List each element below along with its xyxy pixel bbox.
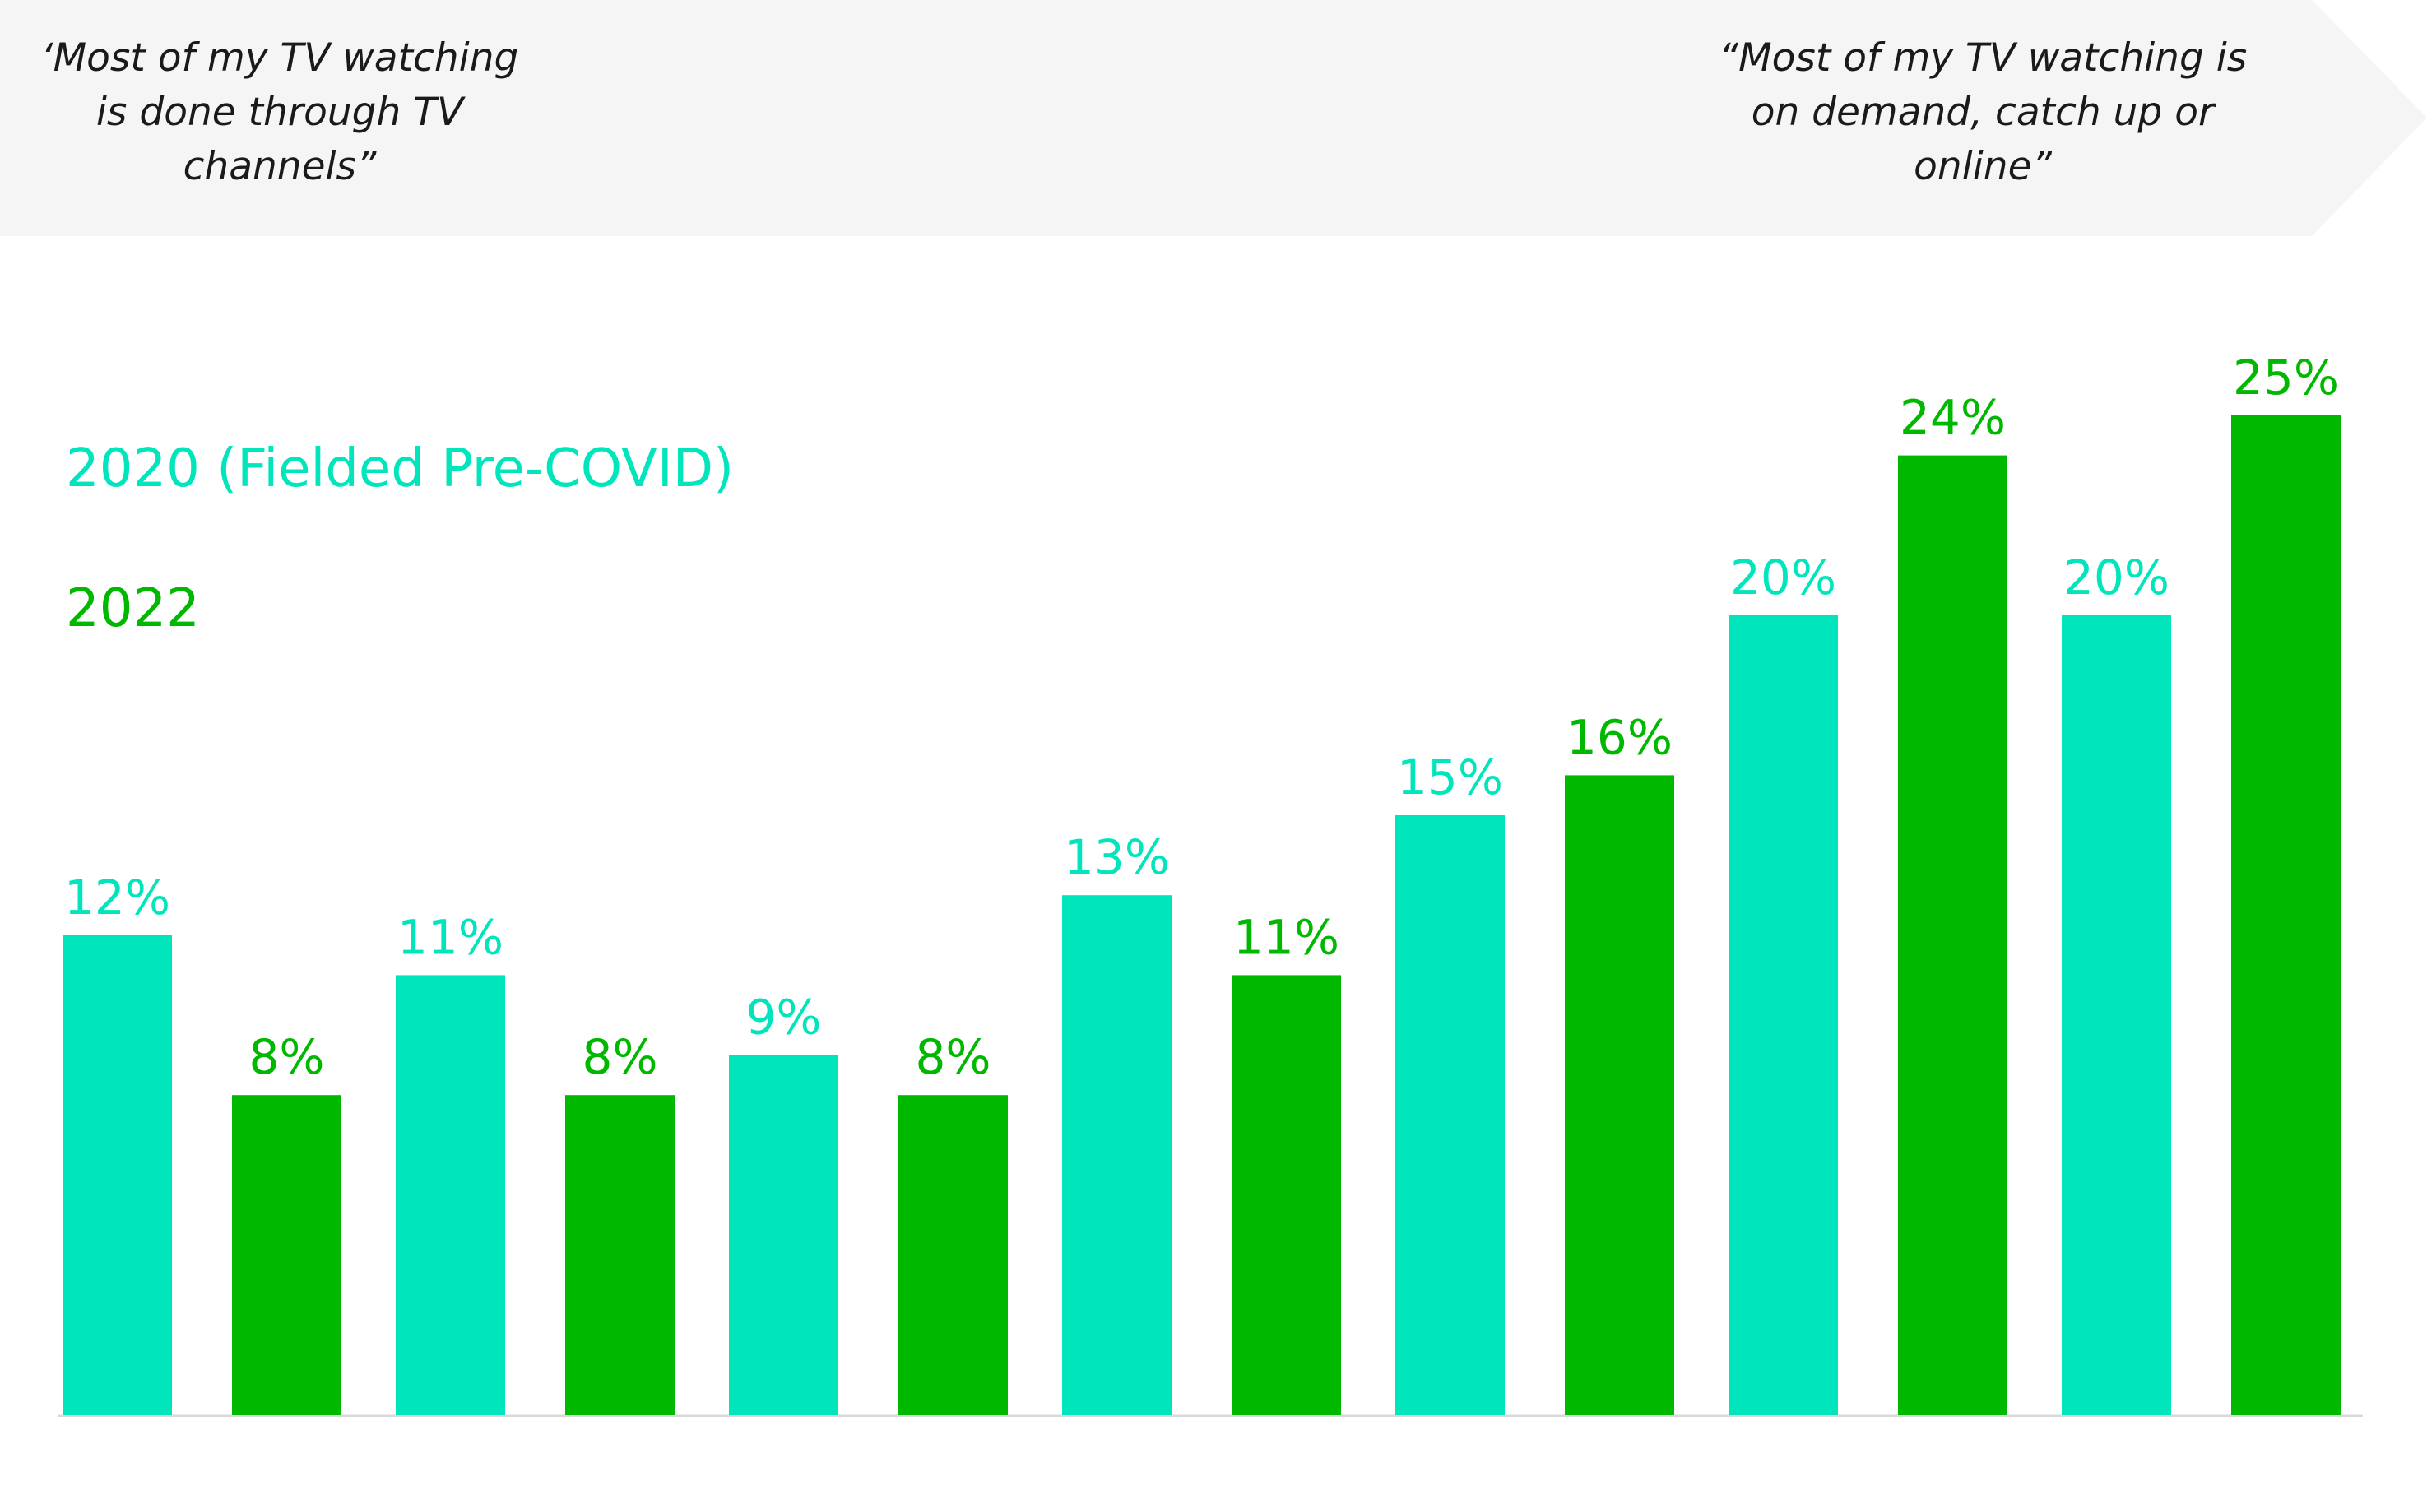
bar-2020-4 [1062,895,1172,1415]
data-label-2020-3: 9% [745,990,821,1046]
data-label-2020-1: 12% [64,870,170,925]
data-label-2022-2: 8% [582,1029,657,1085]
bar-2020-1 [63,935,172,1415]
bar-2020-6 [1729,615,1838,1415]
bar-2022-3 [898,1095,1008,1415]
bar-2022-4 [1232,975,1341,1415]
data-label-2022-1: 8% [248,1029,324,1085]
scale-arrow-shape [0,0,2427,236]
bar-2022-7 [2231,415,2341,1415]
data-label-2022-7: 25% [2233,350,2339,406]
left-scale-quote: ‘Most of my TV watching is done through … [40,35,519,189]
right-scale-quote: “Most of my TV watching is on demand, ca… [1718,35,2248,189]
bar-2022-2 [565,1095,675,1415]
data-label-2020-7: 20% [2063,550,2169,605]
data-label-2020-6: 20% [1730,550,1836,605]
bar-2022-6 [1898,455,2007,1415]
data-label-2022-6: 24% [1900,390,2006,446]
data-label-2020-5: 15% [1397,749,1503,805]
legend-2022: 2022 [66,578,200,639]
bar-2020-2 [396,975,505,1415]
bar-2020-7 [2062,615,2171,1415]
bar-2022-1 [232,1095,341,1415]
data-label-2022-3: 8% [915,1029,991,1085]
data-label-2020-4: 13% [1064,829,1170,885]
data-label-2022-5: 16% [1566,709,1673,765]
bar-2020-3 [729,1055,838,1415]
bar-2022-5 [1565,775,1674,1415]
data-label-2022-4: 11% [1233,909,1339,965]
data-label-2020-2: 11% [397,909,503,965]
bar-2020-5 [1395,815,1505,1415]
scale-banner [0,0,2427,236]
legend-2020: 2020 (Fielded Pre-COVID) [66,438,734,499]
